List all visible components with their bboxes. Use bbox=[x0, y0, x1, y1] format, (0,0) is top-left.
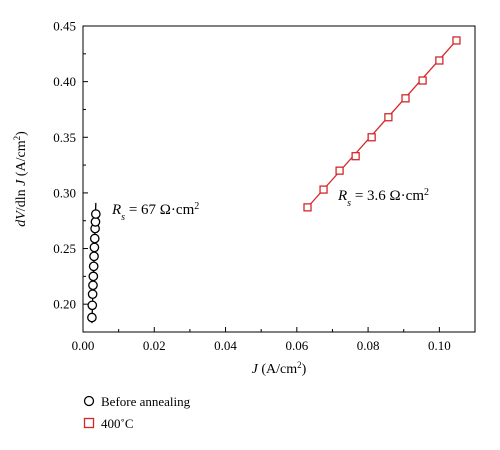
fit-line-400c bbox=[307, 40, 457, 208]
legend-label-before-annealing: Before annealing bbox=[101, 394, 191, 409]
point-400c bbox=[452, 36, 461, 45]
point-before-annealing bbox=[90, 216, 101, 227]
y-tick-label: 0.20 bbox=[53, 297, 76, 312]
point-before-annealing bbox=[89, 233, 100, 244]
point-400c bbox=[435, 56, 444, 65]
y-tick-label: 0.25 bbox=[53, 241, 76, 256]
x-axis-ticks: 0.00 0.02 0.04 0.06 0.08 0.10 bbox=[72, 327, 451, 353]
point-400c bbox=[351, 152, 360, 161]
plot-frame bbox=[82, 25, 476, 333]
point-400c bbox=[418, 76, 427, 85]
legend-marker-before-annealing bbox=[83, 395, 95, 407]
point-400c bbox=[335, 166, 344, 175]
y-tick-label: 0.45 bbox=[53, 19, 76, 34]
x-tick-label: 0.04 bbox=[214, 338, 237, 353]
point-before-annealing bbox=[88, 261, 99, 272]
point-400c bbox=[367, 133, 376, 142]
y-tick-label: 0.30 bbox=[53, 185, 76, 200]
point-400c bbox=[384, 113, 393, 122]
point-before-annealing bbox=[87, 300, 98, 311]
annotation-before-annealing: Rs = 67 Ω·cm2 bbox=[111, 201, 199, 223]
series-layer bbox=[87, 36, 461, 324]
point-before-annealing bbox=[89, 242, 100, 253]
y-axis-label: dV/dln J (A/cm2) bbox=[12, 131, 29, 227]
x-tick-label: 0.00 bbox=[72, 338, 95, 353]
point-before-annealing bbox=[87, 289, 98, 300]
legend-label-400c: 400˚C bbox=[101, 416, 134, 431]
point-before-annealing bbox=[90, 209, 101, 219]
x-tick-label: 0.06 bbox=[285, 338, 308, 353]
point-before-annealing bbox=[88, 280, 98, 291]
x-tick-label: 0.08 bbox=[357, 338, 380, 353]
x-tick-label: 0.02 bbox=[143, 338, 166, 353]
annotation-400c: Rs = 3.6 Ω·cm2 bbox=[337, 187, 429, 209]
point-before-annealing bbox=[87, 312, 97, 323]
point-400c bbox=[303, 203, 312, 212]
y-axis-ticks: 0.20 0.25 0.30 0.35 0.40 0.45 bbox=[53, 19, 88, 333]
y-tick-label: 0.40 bbox=[53, 74, 76, 89]
point-400c bbox=[401, 94, 410, 103]
y-tick-label: 0.35 bbox=[53, 130, 76, 145]
legend: Before annealing 400˚C bbox=[83, 394, 191, 431]
point-before-annealing bbox=[89, 251, 99, 262]
point-400c bbox=[319, 185, 328, 194]
x-tick-label: 0.10 bbox=[428, 338, 451, 353]
point-before-annealing bbox=[88, 271, 99, 282]
x-axis-label: J (A/cm2) bbox=[252, 360, 307, 377]
legend-marker-400c bbox=[83, 417, 95, 429]
